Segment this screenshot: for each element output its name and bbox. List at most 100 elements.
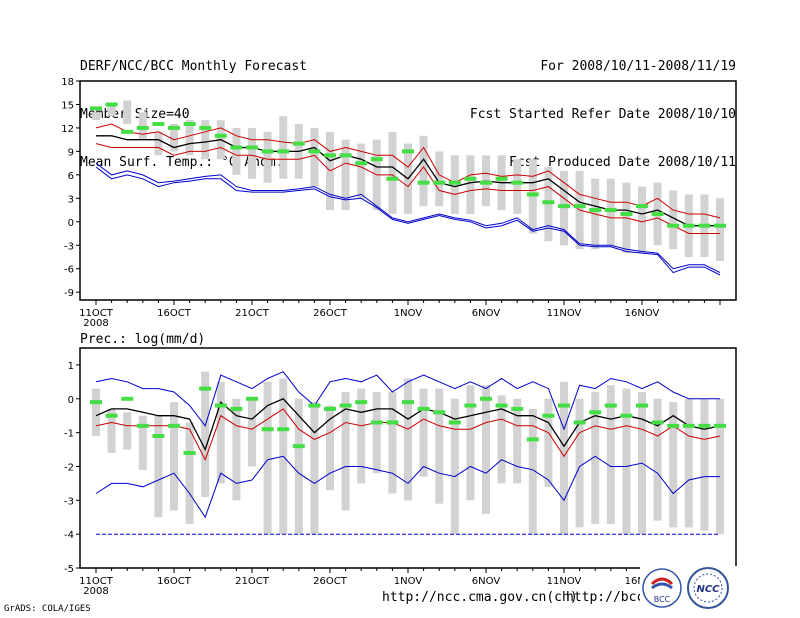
prec-box-6 (185, 422, 194, 524)
footer-url-ncc[interactable]: http://ncc.cma.gov.cn(ch) (382, 590, 578, 605)
prec-obs-2 (121, 396, 134, 401)
prec-obs-11 (261, 427, 274, 432)
temp-line-max (95, 162, 721, 274)
prec-box-39 (700, 398, 709, 531)
prec-box-18 (372, 392, 381, 474)
date-range: For 2008/10/11-2008/11/19 (540, 59, 736, 74)
prec-ylabel--4: -4 (64, 530, 74, 541)
prec-obs-34 (620, 413, 633, 418)
title-line-1: DERF/NCC/BCC Monthly Forecast (80, 59, 307, 74)
temp-obs-11 (261, 149, 274, 154)
temp-obs-40 (714, 223, 726, 228)
temp-box-19 (388, 131, 397, 214)
temp-ylabel-6: 6 (68, 171, 74, 182)
prec-ylabel-1: 1 (68, 361, 74, 372)
temp-xlabel-4-0: 1NOV (394, 308, 423, 319)
prec-box-21 (419, 388, 428, 477)
temp-obs-33 (604, 208, 617, 213)
prec-line-spread_low (95, 408, 721, 461)
temp-box-40 (716, 198, 724, 261)
prec-obs-19 (386, 420, 399, 425)
prec-box-23 (450, 398, 459, 535)
temp-obs-15 (324, 153, 336, 158)
temp-obs-36 (651, 211, 664, 216)
prec-xlabel-0-1: 2008 (83, 586, 108, 597)
prec-obs-40 (714, 423, 726, 428)
prec-box-8 (216, 381, 225, 484)
bcc-logo-icon (642, 568, 682, 608)
prec-box-15 (326, 405, 334, 491)
prec-box-29 (544, 398, 553, 487)
prec-obs-5 (168, 423, 180, 428)
temp-line-min (95, 166, 721, 276)
prec-obs-20 (402, 400, 414, 405)
title-right: For 2008/10/11-2008/11/19 Fcst Started R… (470, 27, 736, 187)
prec-box-31 (575, 398, 584, 528)
prec-box-17 (357, 388, 366, 484)
temp-obs-19 (386, 176, 399, 181)
prec-box-37 (669, 402, 678, 528)
temp-ylabel--3: -3 (64, 241, 74, 252)
temp-xlabel-7-0: 16NOV (625, 308, 660, 319)
prec-obs-26 (495, 403, 508, 408)
temp-obs-14 (308, 149, 321, 154)
prec-box-27 (513, 398, 522, 484)
prec-box-33 (606, 385, 615, 524)
temp-box-24 (466, 155, 475, 214)
temp-box-4 (154, 131, 163, 156)
prec-obs-27 (511, 406, 524, 411)
temp-obs-4 (152, 122, 165, 127)
prec-obs-36 (651, 420, 664, 425)
prec-box-9 (232, 398, 241, 501)
prec-box-10 (248, 398, 256, 467)
temp-obs-35 (636, 204, 648, 209)
prec-box-24 (466, 385, 475, 501)
temp-ylabel--6: -6 (64, 265, 74, 276)
temp-line-spread_low (95, 143, 720, 234)
temp-box-37 (669, 190, 678, 250)
prec-obs-4 (152, 434, 165, 438)
prec-xlabel-1-0: 16OCT (157, 576, 192, 587)
prec-obs-37 (667, 423, 680, 428)
prec-box-3 (138, 415, 147, 470)
prec-obs-6 (183, 450, 196, 455)
temp-obs-25 (480, 180, 492, 185)
temp-ylabel--9: -9 (64, 288, 74, 299)
temp-obs-5 (168, 125, 180, 130)
fcst-started: Fcst Started Refer Date 2008/10/10 (469, 107, 736, 122)
footer-url-bcc[interactable]: http://bcc. (566, 590, 653, 605)
prec-obs-10 (246, 396, 258, 401)
bcc-ncc-logos: BCC NCC (642, 567, 729, 609)
prec-obs-21 (417, 406, 430, 411)
temp-ylabel-9: 9 (68, 147, 74, 158)
temp-obs-37 (667, 223, 680, 228)
temp-obs-12 (277, 149, 290, 154)
prec-box-34 (622, 388, 631, 535)
temp-box-5 (170, 124, 178, 152)
prec-obs-31 (573, 420, 586, 425)
prec-obs-23 (448, 420, 461, 425)
prec-box-25 (482, 385, 490, 514)
temp-box-7 (201, 120, 210, 160)
temp-obs-2 (121, 129, 134, 134)
temp-obs-27 (511, 180, 524, 185)
temp-xlabel-1-0: 16OCT (157, 308, 192, 319)
temp-ylabel-18: 18 (61, 77, 74, 88)
prec-obs-0 (90, 400, 102, 405)
prec-obs-30 (558, 403, 570, 408)
temp-obs-24 (464, 176, 477, 181)
temp-box-11 (263, 131, 272, 183)
prec-obs-9 (230, 406, 243, 411)
temp-obs-18 (370, 157, 383, 162)
temp-box-1 (107, 104, 116, 117)
temp-ylabel-15: 15 (61, 100, 74, 111)
logo-area: BCC NCC (640, 566, 740, 610)
temp-obs-22 (433, 180, 446, 185)
temp-obs-7 (199, 125, 212, 130)
temp-box-16 (341, 139, 350, 211)
temp-obs-38 (682, 223, 695, 228)
prec-box-5 (170, 402, 178, 511)
prec-xlabel-2-0: 21OCT (235, 576, 270, 587)
prec-box-4 (154, 415, 163, 518)
